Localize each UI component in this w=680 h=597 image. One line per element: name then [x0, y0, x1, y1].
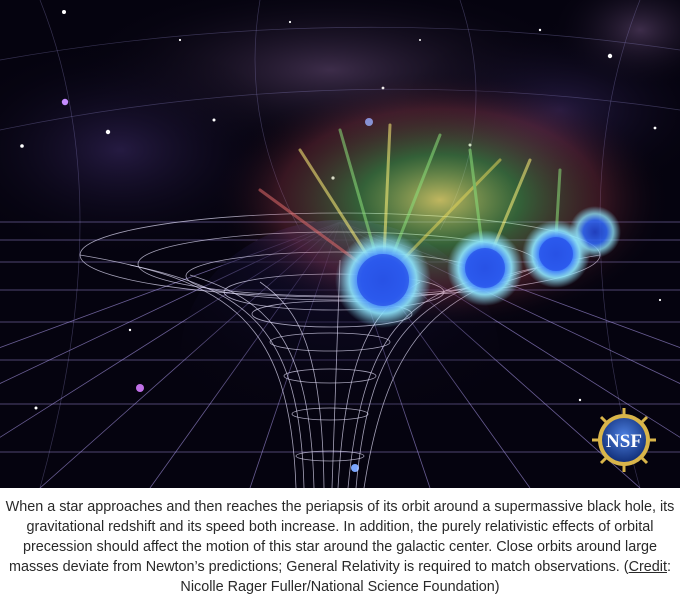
caption-credit: : Nicolle Rager Fuller/National Science … — [180, 559, 671, 595]
credit-link[interactable]: Credit — [628, 559, 667, 575]
nsf-logo-text: NSF — [606, 431, 642, 452]
nsf-logo: NSF — [592, 408, 656, 472]
figure-caption: When a star approaches and then reaches … — [0, 488, 680, 597]
caption-text: When a star approaches and then reaches … — [5, 499, 675, 575]
illustration: NSF — [0, 0, 680, 488]
